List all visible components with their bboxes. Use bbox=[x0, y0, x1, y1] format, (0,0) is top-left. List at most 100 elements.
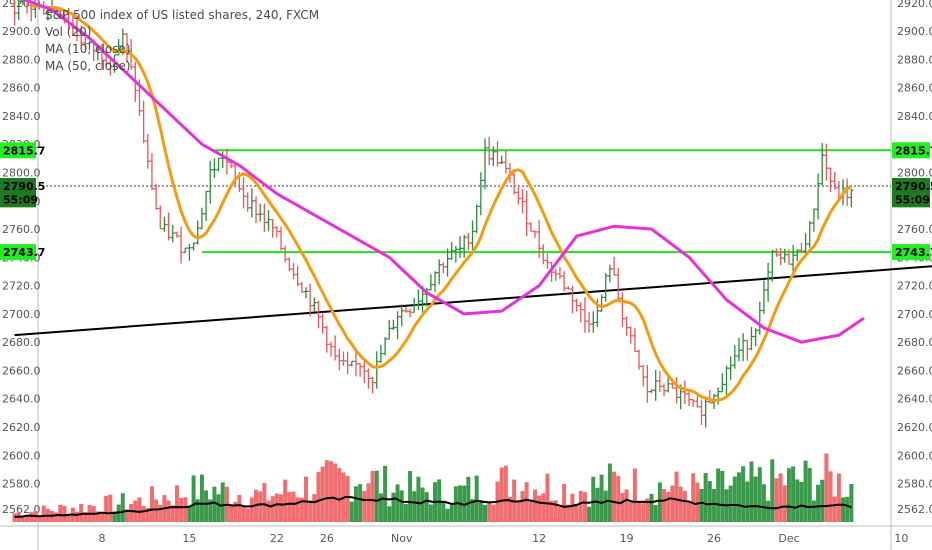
volume-bar bbox=[145, 507, 150, 522]
volume-bar bbox=[54, 512, 59, 522]
price-tag-label: 2815.7 bbox=[895, 144, 932, 157]
volume-bar bbox=[12, 513, 17, 522]
volume-bar bbox=[104, 495, 109, 522]
volume-bar bbox=[828, 471, 833, 522]
ma10-line bbox=[31, 4, 853, 403]
volume-bar bbox=[124, 509, 129, 522]
y-tick-right: 2600.0 bbox=[897, 449, 932, 462]
volume-bar bbox=[279, 494, 284, 522]
volume-bar bbox=[711, 489, 716, 522]
y-tick-right: 2700.0 bbox=[897, 308, 932, 321]
y-tick-left: 2800.0 bbox=[2, 167, 41, 180]
volume-bar bbox=[220, 482, 225, 522]
volume-bar bbox=[387, 506, 392, 522]
y-tick-left: 2680.0 bbox=[2, 336, 41, 349]
volume-bar bbox=[20, 516, 25, 522]
y-tick-right: 2580.0 bbox=[897, 478, 932, 491]
volume-bar bbox=[403, 504, 408, 522]
volume-bar bbox=[416, 476, 421, 522]
volume-bar bbox=[674, 471, 679, 522]
volume-bar bbox=[786, 468, 791, 522]
price-tag-label: 55:09 bbox=[895, 193, 930, 206]
volume-bar bbox=[528, 501, 533, 522]
x-tick-label: Nov bbox=[391, 532, 413, 545]
volume-bar bbox=[358, 484, 363, 522]
price-tag-label: 55:09 bbox=[3, 193, 38, 206]
volume-bar bbox=[41, 505, 46, 522]
price-tag-box bbox=[0, 177, 36, 194]
y-tick-left: 2660.0 bbox=[2, 364, 41, 377]
y-tick-right: 2860.0 bbox=[897, 82, 932, 95]
volume-bar bbox=[141, 505, 146, 522]
volume-bar bbox=[249, 497, 254, 522]
volume-bar bbox=[587, 506, 592, 522]
y-tick-left: 2880.0 bbox=[2, 53, 41, 66]
volume-bar bbox=[179, 497, 184, 522]
volume-bar bbox=[158, 504, 163, 522]
volume-bar bbox=[595, 487, 600, 522]
volume-bar bbox=[441, 500, 446, 522]
volume-bar bbox=[37, 516, 42, 522]
volume-bar bbox=[408, 470, 413, 522]
y-tick-right: 2720.0 bbox=[897, 280, 932, 293]
volume-bar bbox=[66, 514, 71, 522]
price-tag-label: 2815.7 bbox=[3, 144, 45, 157]
volume-bar bbox=[99, 513, 104, 522]
volume-bar bbox=[766, 500, 771, 522]
volume-bar bbox=[732, 476, 737, 522]
volume-bar bbox=[582, 492, 587, 522]
volume-bar bbox=[349, 501, 354, 522]
price-tag-box bbox=[892, 142, 930, 159]
y-tick-right: 2840.0 bbox=[897, 110, 932, 123]
volume-bar bbox=[749, 461, 754, 522]
x-axis-labels: 8 15 22 26 Nov 12 19 26 Dec 10 bbox=[99, 532, 909, 545]
price-tag-label: 2790.5 bbox=[3, 180, 45, 193]
volume-bar bbox=[549, 500, 554, 522]
volume-bar bbox=[424, 492, 429, 522]
volume-bar bbox=[166, 500, 171, 522]
price-tag-box bbox=[0, 191, 36, 208]
ma50-line bbox=[21, 0, 865, 344]
price-tag-label: 2743.7 bbox=[3, 246, 45, 259]
volume-bar bbox=[570, 493, 575, 522]
volume-bar bbox=[241, 506, 246, 522]
volume-bar bbox=[170, 505, 175, 522]
volume-bar bbox=[83, 512, 88, 522]
volume-bar bbox=[174, 485, 179, 522]
volume-bars bbox=[12, 453, 854, 522]
volume-bar bbox=[483, 504, 488, 522]
volume-bar bbox=[791, 466, 796, 522]
x-tick-label: 22 bbox=[270, 532, 284, 545]
y-tick-left: 2580.0 bbox=[2, 478, 41, 491]
volume-bar bbox=[707, 481, 712, 522]
volume-bar bbox=[820, 479, 825, 522]
price-tag-label: 2743.7 bbox=[895, 246, 932, 259]
volume-bar bbox=[666, 491, 671, 522]
x-tick-label: 19 bbox=[620, 532, 634, 545]
volume-bar bbox=[770, 459, 775, 522]
volume-bar bbox=[799, 482, 804, 522]
volume-bar bbox=[58, 504, 63, 522]
volume-bar bbox=[562, 484, 567, 522]
volume-bar bbox=[137, 497, 142, 522]
volume-bar bbox=[29, 512, 34, 522]
volume-bar bbox=[79, 503, 84, 522]
volume-bar bbox=[645, 498, 650, 522]
price-tags: 2815.72815.72790.52790.555:0955:092743.7… bbox=[0, 142, 932, 261]
volume-bar bbox=[624, 489, 629, 522]
price-tag-box bbox=[0, 244, 36, 261]
volume-bar bbox=[312, 494, 317, 522]
volume-bar bbox=[795, 479, 800, 522]
volume-bar bbox=[337, 468, 342, 522]
volume-bar bbox=[428, 504, 433, 522]
price-tag-box bbox=[0, 142, 36, 159]
y-tick-left: 2920.0 bbox=[2, 0, 41, 10]
volume-bar bbox=[545, 473, 550, 522]
volume-bar bbox=[308, 500, 313, 522]
volume-bar bbox=[266, 500, 271, 522]
volume-bar bbox=[399, 490, 404, 522]
volume-ma-line bbox=[14, 495, 852, 518]
volume-bar bbox=[395, 484, 400, 522]
